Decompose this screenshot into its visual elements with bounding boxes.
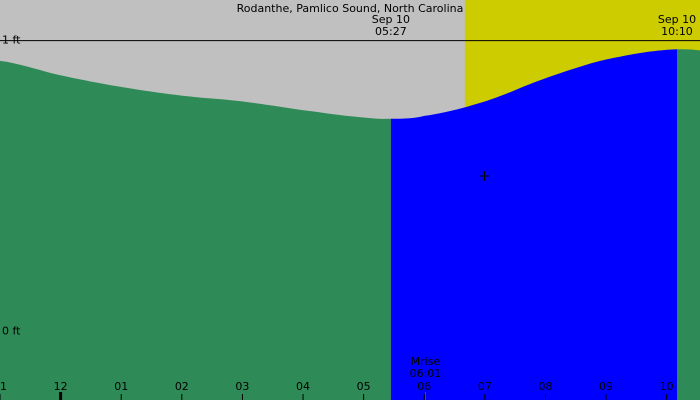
tide-area-falling-1 [0,60,391,400]
x-tick-label: 08 [538,380,552,393]
tide-event-time-2: 10:10 [661,25,693,38]
x-axis-ticks: 1112010203040506070809101112010203040506… [0,380,674,400]
x-tick-label: 03 [235,380,249,393]
crosshair-marker [480,171,489,181]
y-tick-label-0ft: 0 ft [2,324,21,337]
tide-event-date-1: Sep 10 [372,13,410,26]
x-tick-label: 11 [0,380,7,393]
tide-area-falling-3 [677,49,700,400]
x-tick-label: 09 [599,380,613,393]
tide-areas [0,49,700,400]
x-tick-label: 12 [54,380,68,393]
x-tick-label: 06 [417,380,431,393]
x-tick-label: 07 [478,380,492,393]
x-tick-label: 04 [296,380,310,393]
chart-title: Rodanthe, Pamlico Sound, North Carolina [237,2,464,15]
x-tick-label: 01 [114,380,128,393]
tide-area-rising-2 [390,49,677,400]
tide-event-date-2: Sep 10 [658,13,696,26]
moon-label-1: Mrise [411,355,441,368]
x-tick-label: 02 [175,380,189,393]
tide-event-time-1: 05:27 [375,25,407,38]
moon-time-1: 06:01 [410,367,442,380]
x-tick-label: 05 [357,380,371,393]
x-tick-label: 10 [660,380,674,393]
y-tick-label-1ft: 1 ft [2,34,21,47]
